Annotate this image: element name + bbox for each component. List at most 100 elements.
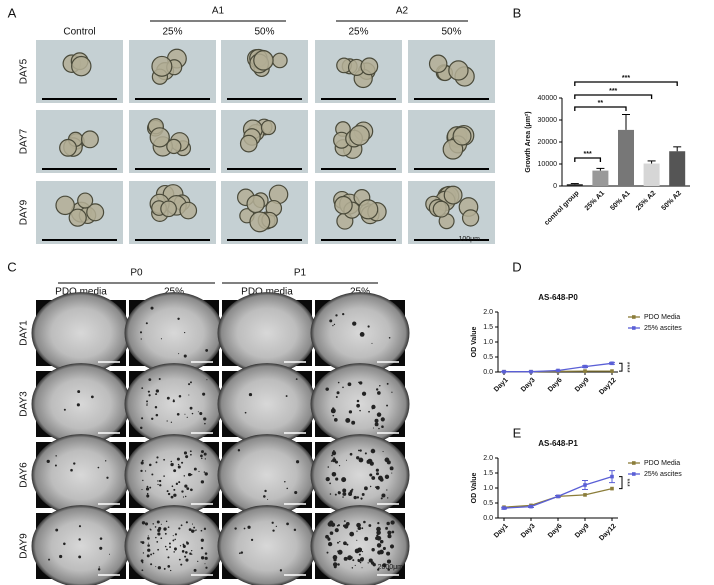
label: 50% A1 — [609, 190, 631, 212]
organoid — [186, 487, 190, 490]
organoid — [78, 538, 81, 541]
legend-marker — [632, 461, 636, 465]
organoid — [105, 460, 107, 462]
organoid — [372, 563, 376, 567]
organoid — [187, 472, 192, 477]
organoid — [177, 465, 181, 469]
label: OD Value — [471, 473, 478, 504]
organoid — [182, 496, 185, 498]
bar — [669, 151, 686, 186]
organoid — [183, 354, 187, 358]
organoid — [349, 452, 353, 456]
organoid — [140, 559, 144, 563]
organoid — [145, 322, 148, 325]
organoid — [177, 463, 180, 466]
organoid — [352, 321, 357, 326]
organoid — [337, 563, 340, 566]
organoid — [200, 450, 204, 454]
organoid — [147, 390, 150, 393]
organoid — [181, 490, 184, 493]
organoid — [375, 536, 379, 541]
cell — [349, 125, 370, 146]
organoid — [200, 480, 205, 484]
organoid — [243, 527, 246, 530]
cell — [68, 208, 87, 227]
organoid — [164, 545, 167, 548]
label: 0.0 — [483, 369, 493, 376]
organoid — [172, 399, 175, 403]
organoid — [386, 521, 390, 526]
cell — [86, 203, 105, 222]
organoid — [339, 540, 341, 543]
organoid — [390, 520, 395, 525]
organoid — [272, 529, 275, 532]
organoid — [350, 556, 353, 560]
organoid — [148, 378, 152, 382]
organoid — [267, 498, 269, 500]
cell — [249, 211, 271, 233]
label: 25% ascites — [644, 471, 682, 478]
bar — [643, 163, 660, 186]
organoid — [348, 492, 353, 497]
label: Day3 — [520, 377, 537, 394]
label: C — [7, 259, 16, 274]
organoid — [166, 420, 168, 422]
organoid — [194, 530, 196, 532]
organoid — [55, 455, 57, 457]
organoid — [364, 452, 367, 455]
organoid — [330, 408, 336, 414]
organoid — [186, 541, 188, 544]
organoid — [368, 558, 373, 563]
organoid — [244, 411, 247, 414]
cell — [358, 199, 379, 220]
organoid — [201, 457, 203, 460]
organoid — [384, 457, 390, 463]
organoid — [147, 535, 149, 537]
organoid — [369, 473, 373, 477]
cell — [360, 57, 379, 76]
organoid — [149, 528, 151, 530]
organoid — [391, 391, 393, 393]
label: 25% A1 — [584, 190, 606, 212]
organoid — [382, 563, 387, 568]
organoid — [331, 454, 333, 457]
organoid — [149, 486, 152, 489]
organoid — [359, 449, 362, 452]
label: A2 — [396, 6, 409, 17]
organoid — [97, 568, 101, 571]
organoid — [361, 493, 365, 496]
label: Day6 — [547, 377, 564, 394]
organoid — [382, 546, 386, 550]
organoid — [140, 338, 142, 340]
marker — [556, 368, 560, 373]
label: 2.0 — [483, 309, 493, 316]
organoid — [356, 496, 360, 499]
organoid — [146, 404, 148, 406]
organoid — [377, 550, 382, 555]
organoid — [98, 566, 100, 568]
bar — [592, 170, 609, 186]
well — [124, 363, 224, 445]
organoid — [342, 492, 347, 496]
label: 50% — [254, 27, 274, 38]
organoid — [389, 544, 395, 549]
label: P0 — [130, 268, 143, 279]
label: ** — [598, 100, 604, 107]
organoid — [78, 555, 82, 559]
organoid — [167, 565, 171, 568]
organoid — [155, 536, 157, 539]
organoid — [204, 422, 206, 425]
organoid — [145, 487, 150, 491]
organoid — [371, 404, 376, 410]
cell — [272, 52, 288, 69]
organoid — [176, 457, 180, 461]
label: 1.5 — [483, 470, 493, 477]
organoid — [377, 568, 380, 571]
organoid — [144, 522, 149, 526]
label: Day3 — [520, 523, 537, 540]
organoid — [193, 526, 196, 529]
organoid — [99, 537, 103, 540]
organoid — [271, 521, 274, 524]
organoid — [348, 410, 353, 414]
cell — [71, 55, 92, 77]
